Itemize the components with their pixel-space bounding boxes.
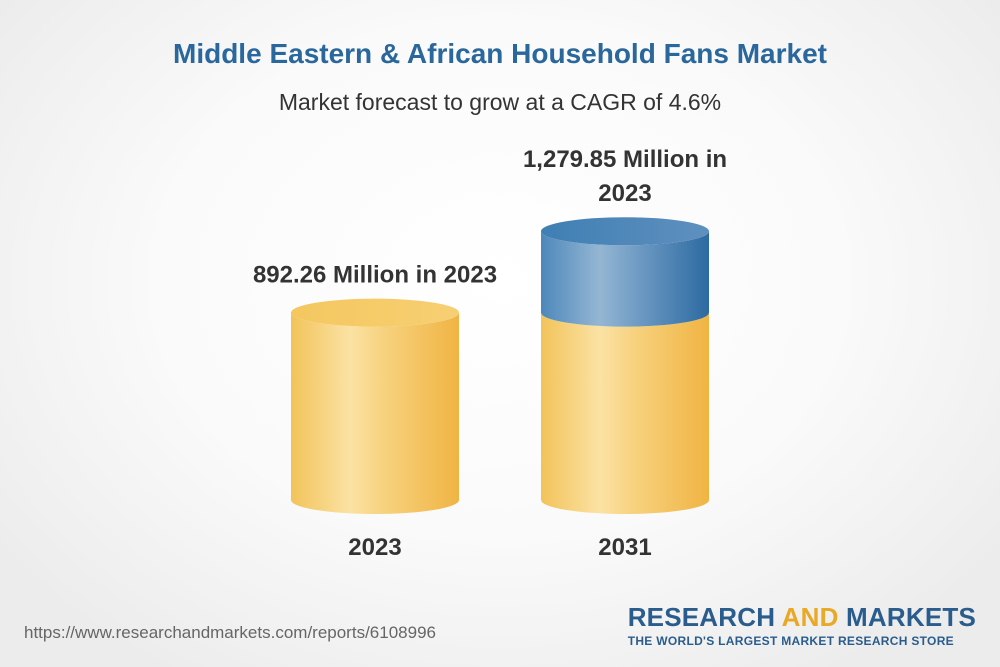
source-url[interactable]: https://www.researchandmarkets.com/repor… [24, 623, 436, 642]
value-label-2031-line1: 1,279.85 Million in [523, 146, 727, 173]
bar-2031-growth [541, 231, 709, 327]
bar-2031-base [541, 312, 709, 514]
chart-subtitle: Market forecast to grow at a CAGR of 4.6… [278, 89, 722, 115]
bar-2023-base [291, 312, 459, 514]
bar-2031-top [541, 217, 709, 246]
brand-name: RESEARCH AND MARKETS [627, 602, 976, 632]
brand-tagline: THE WORLD'S LARGEST MARKET RESEARCH STOR… [627, 634, 954, 648]
category-label-2031: 2031 [598, 534, 651, 561]
brand-logo: RESEARCH AND MARKETS THE WORLD'S LARGEST… [628, 602, 976, 648]
value-label-2031-line2: 2023 [598, 180, 651, 207]
bar-2023-top [291, 298, 459, 327]
value-label-2023: 892.26 Million in 2023 [253, 262, 497, 289]
category-label-2023: 2023 [348, 534, 401, 561]
chart-title: Middle Eastern & African Household Fans … [173, 38, 827, 69]
